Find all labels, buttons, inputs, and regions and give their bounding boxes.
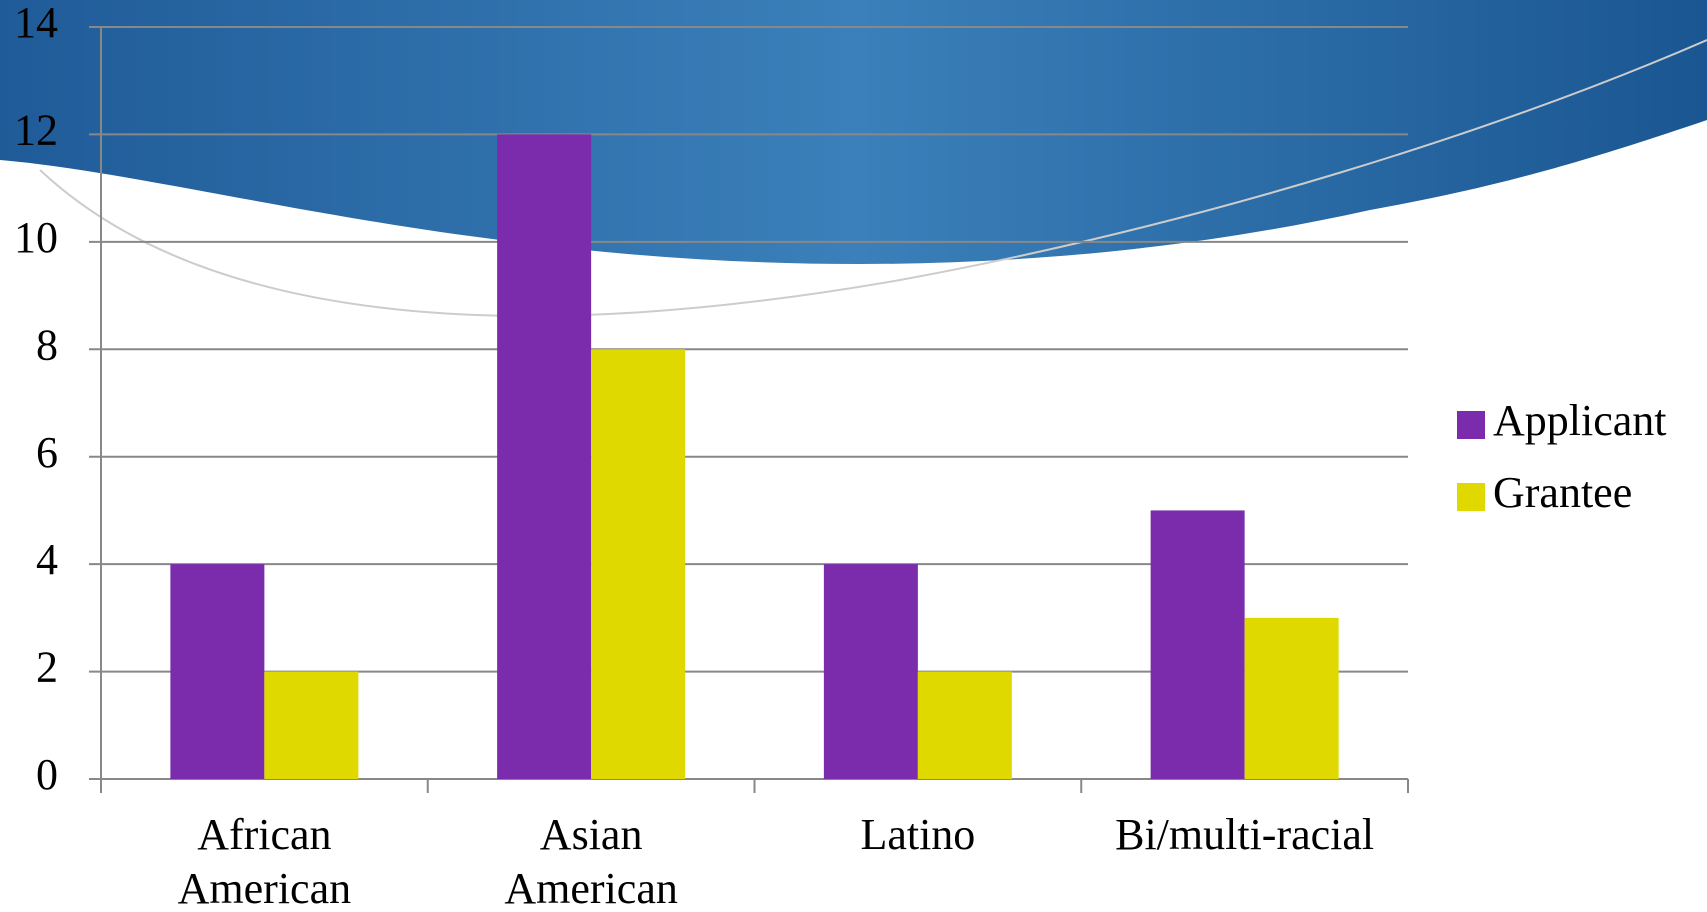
legend-swatch [1457, 483, 1485, 511]
y-tick-label: 10 [14, 213, 58, 262]
background-arc [39, 39, 1707, 317]
y-tick-label: 12 [14, 106, 58, 155]
legend-swatch [1457, 411, 1485, 439]
legend-label: Grantee [1493, 468, 1632, 517]
bar [1150, 510, 1245, 779]
bar [823, 564, 918, 779]
bar [917, 671, 1012, 779]
x-tick-label: Bi/multi-racial [1115, 810, 1374, 859]
y-tick-label: 8 [36, 320, 58, 369]
y-tick-label: 4 [36, 535, 58, 584]
x-tick-label: Asian American [504, 810, 677, 912]
x-tick-label: Latino [860, 810, 975, 859]
bar [497, 134, 592, 779]
bar [591, 349, 686, 779]
y-tick-label: 0 [36, 750, 58, 799]
bar [170, 564, 265, 779]
y-tick-label: 6 [36, 428, 58, 477]
x-tick-label: African American [178, 810, 351, 912]
y-tick-label: 2 [36, 643, 58, 692]
bar [1244, 617, 1339, 779]
bar [264, 671, 359, 779]
legend-label: Applicant [1493, 396, 1667, 445]
background-swoosh [0, 0, 1707, 264]
y-tick-label: 14 [14, 0, 58, 47]
